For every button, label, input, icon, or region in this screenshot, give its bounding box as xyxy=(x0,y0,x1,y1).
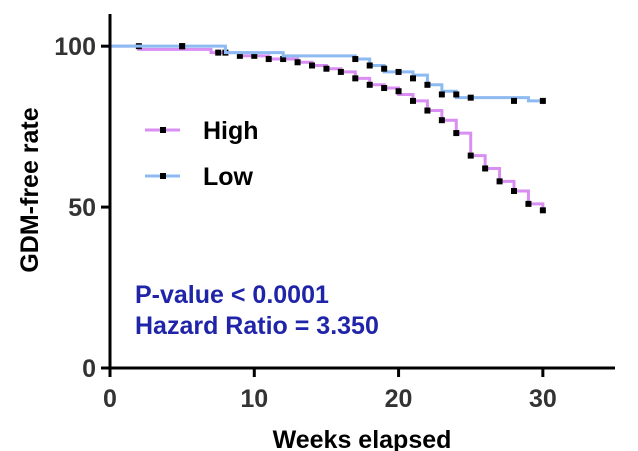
plot-area xyxy=(110,43,546,214)
hazard-ratio-annotation: Hazard Ratio = 3.350 xyxy=(135,312,379,340)
censor-mark-low xyxy=(453,91,460,98)
legend: High Low xyxy=(145,117,259,191)
censor-mark-low xyxy=(424,81,431,88)
censor-mark-high xyxy=(539,207,546,214)
y-tick-label: 100 xyxy=(54,33,96,61)
censor-mark-high xyxy=(215,49,222,56)
y-tick-label: 50 xyxy=(68,194,96,222)
series-line-low xyxy=(110,44,545,105)
censor-mark-high xyxy=(337,68,344,75)
censor-mark-high xyxy=(482,165,489,172)
legend-marker-low xyxy=(160,173,166,179)
x-tick-label: 20 xyxy=(385,385,413,413)
censor-mark-low xyxy=(366,62,373,69)
censor-mark-low xyxy=(539,97,546,104)
censor-mark-low xyxy=(395,68,402,75)
censor-mark-high xyxy=(410,97,416,104)
censor-mark-low xyxy=(467,94,474,101)
x-tick-label: 10 xyxy=(240,385,268,413)
legend-label-low: Low xyxy=(203,163,254,191)
censor-mark-high xyxy=(323,65,330,72)
censor-mark-low xyxy=(381,65,388,72)
axes xyxy=(108,14,615,370)
censor-mark-high xyxy=(453,130,460,137)
censor-mark-low xyxy=(352,56,359,63)
censor-mark-high xyxy=(294,59,301,66)
x-axis-title: Weeks elapsed xyxy=(273,426,452,451)
censor-mark-high xyxy=(352,75,359,82)
legend-label-high: High xyxy=(203,117,259,145)
x-tick-label: 0 xyxy=(103,385,117,413)
x-tick-label: 30 xyxy=(529,385,557,413)
censor-mark-high xyxy=(236,52,243,59)
p-value-annotation: P-value < 0.0001 xyxy=(135,281,329,309)
censor-mark-high xyxy=(438,117,445,124)
censor-mark-high xyxy=(424,107,431,114)
legend-marker-high xyxy=(160,127,166,133)
censor-mark-high xyxy=(467,152,474,159)
censor-mark-high xyxy=(511,188,517,194)
censor-mark-high xyxy=(251,52,258,59)
censor-mark-low xyxy=(438,91,445,98)
y-tick-label: 0 xyxy=(82,355,96,383)
censor-mark-high xyxy=(496,178,503,185)
y-axis-title: GDM-free rate xyxy=(16,107,44,272)
censor-mark-high xyxy=(366,81,373,88)
censor-mark-high xyxy=(265,56,272,63)
censor-mark-low xyxy=(511,97,517,104)
censor-mark-low xyxy=(179,43,186,50)
censor-mark-high xyxy=(525,200,532,207)
censor-mark-low xyxy=(410,75,416,82)
censor-mark-high xyxy=(395,88,402,95)
ticks: 0 10 20 30 0 50 100 xyxy=(54,33,556,413)
censor-mark-high xyxy=(381,85,388,92)
censor-mark-high xyxy=(280,56,287,63)
censor-mark-high xyxy=(309,62,315,69)
